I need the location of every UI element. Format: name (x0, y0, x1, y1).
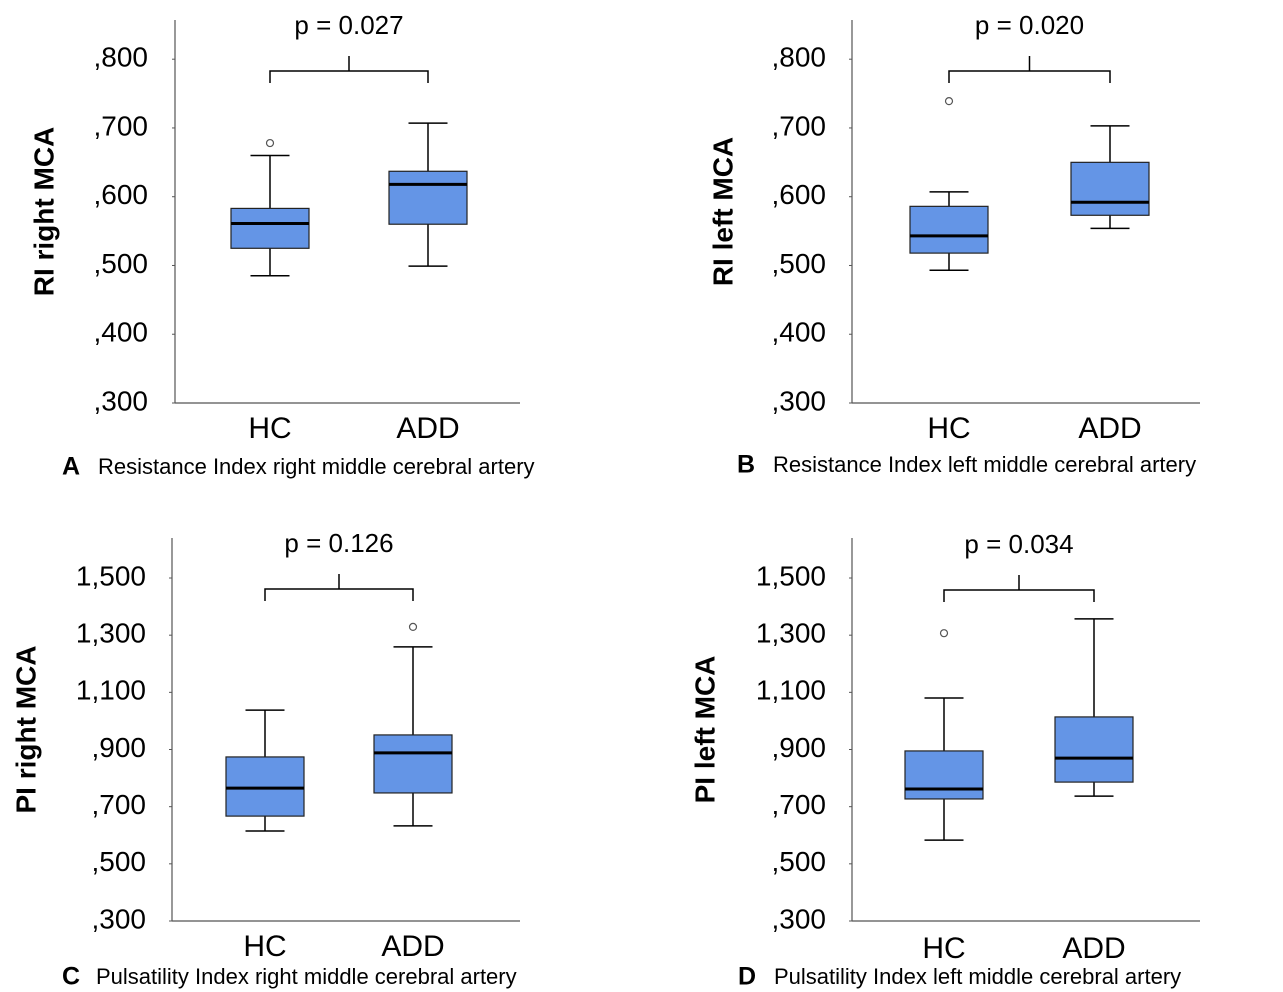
box (909, 205, 989, 254)
p-value: p = 0.034 (964, 529, 1073, 559)
box (904, 750, 984, 800)
x-tick-label: ADD (1078, 412, 1141, 445)
panel: ,300 ,400 ,500 ,600 ,700 ,800 RI right MCA HC AD… (28, 10, 534, 481)
y-tick-label: ,300 (94, 385, 149, 416)
significance-bracket (943, 575, 1095, 602)
y-tick-label: ,500 (94, 248, 149, 279)
x-tick-label: ADD (1062, 932, 1125, 965)
caption: Pulsatility Index left middle cerebral a… (774, 964, 1181, 989)
y-tick-label: ,800 (772, 42, 827, 73)
y-tick-label: ,600 (94, 179, 149, 210)
y-tick-label: ,500 (772, 846, 827, 877)
significance-bracket (264, 574, 414, 601)
panel: ,300 ,400 ,500 ,600 ,700 ,800 RI left MCA HC ADD… (707, 10, 1200, 479)
y-tick-label: ,900 (92, 732, 147, 763)
box (373, 734, 453, 794)
y-tick-label: 1,300 (756, 618, 826, 649)
y-tick-label: ,600 (772, 179, 827, 210)
x-tick-label: ADD (381, 930, 444, 963)
caption: Pulsatility Index right middle cerebral … (96, 964, 517, 989)
panel-letter: C (62, 963, 80, 991)
box (225, 756, 305, 817)
panel: ,300 ,500 ,700 ,900 1,100 1,300 1,500 PI left M… (689, 529, 1200, 991)
x-tick-label: HC (922, 932, 965, 965)
outlier (939, 629, 949, 638)
y-tick-label: ,900 (772, 732, 827, 763)
y-axis-label: RI left MCA (707, 137, 738, 286)
x-tick-label: HC (248, 412, 291, 445)
x-tick-label: HC (927, 412, 970, 445)
x-tick-label: HC (243, 930, 286, 963)
y-tick-label: ,300 (772, 385, 827, 416)
y-tick-label: ,800 (94, 42, 149, 73)
significance-bracket (948, 56, 1111, 83)
p-value: p = 0.126 (284, 528, 393, 558)
y-tick-label: ,700 (772, 789, 827, 820)
y-tick-label: ,700 (772, 110, 827, 141)
y-tick-label: 1,300 (76, 618, 146, 649)
panel-letter: D (738, 963, 756, 991)
box (1054, 716, 1134, 783)
caption: Resistance Index left middle cerebral ar… (773, 452, 1196, 477)
y-tick-label: ,700 (94, 110, 149, 141)
caption: Resistance Index right middle cerebral a… (98, 454, 535, 479)
y-axis-label: RI right MCA (28, 127, 59, 297)
y-tick-label: ,500 (772, 248, 827, 279)
outlier (408, 622, 418, 631)
y-tick-label: ,300 (92, 903, 147, 934)
y-tick-label: ,400 (94, 317, 149, 348)
p-value: p = 0.020 (975, 10, 1084, 40)
outlier (265, 138, 275, 148)
outlier (944, 97, 954, 106)
y-tick-label: ,400 (772, 317, 827, 348)
significance-bracket (269, 56, 429, 83)
y-tick-label: 1,500 (756, 560, 826, 591)
y-axis-label: PI right MCA (10, 646, 41, 814)
p-value: p = 0.027 (294, 10, 403, 40)
panel: ,300 ,500 ,700 ,900 1,100 1,300 1,500 PI right … (10, 528, 520, 991)
box (1070, 161, 1150, 216)
y-axis-label: PI left MCA (689, 656, 720, 804)
y-tick-label: ,700 (92, 789, 147, 820)
y-tick-label: ,500 (92, 846, 147, 877)
y-tick-label: 1,500 (76, 560, 146, 591)
panel-letter: B (737, 451, 755, 479)
box (388, 170, 468, 225)
y-tick-label: ,300 (772, 903, 827, 934)
y-tick-label: 1,100 (76, 675, 146, 706)
x-tick-label: ADD (396, 412, 459, 445)
box (230, 207, 310, 249)
panel-letter: A (62, 453, 80, 481)
y-tick-label: 1,100 (756, 675, 826, 706)
